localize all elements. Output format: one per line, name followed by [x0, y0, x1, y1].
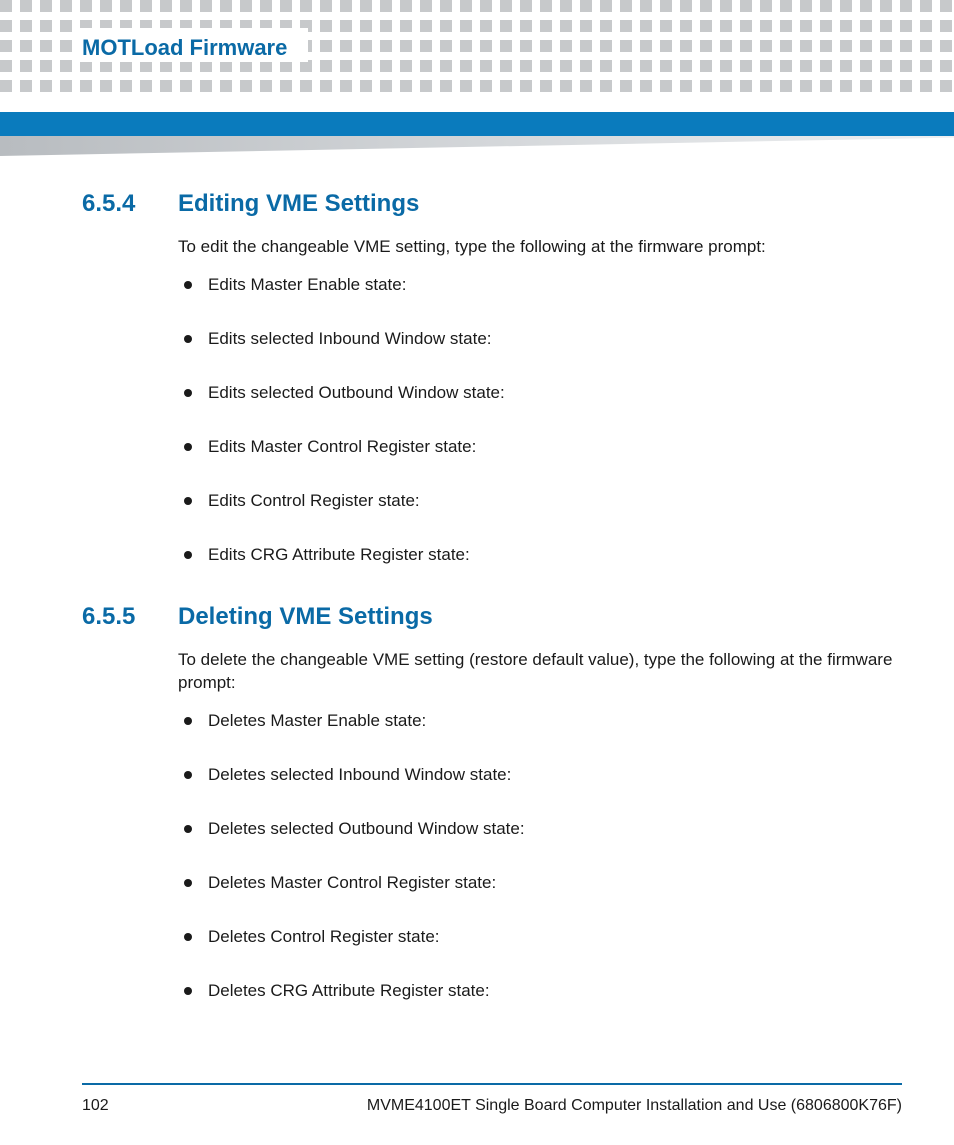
footer-rule	[82, 1083, 902, 1085]
section: 6.5.4Editing VME Settings To edit the cha…	[82, 190, 902, 565]
list-item: Edits selected Inbound Window state:	[178, 329, 902, 349]
section: 6.5.5Deleting VME Settings To delete the …	[82, 603, 902, 1001]
list-item: Edits Master Control Register state:	[178, 437, 902, 457]
list-item: Deletes Master Control Register state:	[178, 873, 902, 893]
section-heading: 6.5.4Editing VME Settings	[82, 190, 902, 218]
bullet-list: Edits Master Enable state: Edits selected…	[178, 275, 902, 565]
header-grey-wedge	[0, 136, 954, 156]
header-blue-bar	[0, 112, 954, 136]
section-intro: To delete the changeable VME setting (re…	[178, 649, 902, 695]
section-number: 6.5.5	[82, 603, 178, 631]
section-intro: To edit the changeable VME setting, type…	[178, 236, 902, 259]
list-item: Edits Master Enable state:	[178, 275, 902, 295]
bullet-list: Deletes Master Enable state: Deletes sele…	[178, 711, 902, 1001]
section-body: To delete the changeable VME setting (re…	[178, 649, 902, 1001]
section-number: 6.5.4	[82, 190, 178, 218]
list-item: Deletes Control Register state:	[178, 927, 902, 947]
list-item: Deletes selected Outbound Window state:	[178, 819, 902, 839]
section-title: Deleting VME Settings	[178, 603, 433, 631]
list-item: Edits Control Register state:	[178, 491, 902, 511]
list-item: Deletes Master Enable state:	[178, 711, 902, 731]
section-title: Editing VME Settings	[178, 190, 419, 218]
chapter-title: MOTLoad Firmware	[82, 35, 293, 61]
list-item: Deletes CRG Attribute Register state:	[178, 981, 902, 1001]
list-item: Edits selected Outbound Window state:	[178, 383, 902, 403]
section-body: To edit the changeable VME setting, type…	[178, 236, 902, 565]
list-item: Edits CRG Attribute Register state:	[178, 545, 902, 565]
page-number: 102	[82, 1097, 109, 1115]
footer-doc-title: MVME4100ET Single Board Computer Install…	[367, 1097, 902, 1115]
page-content: 6.5.4Editing VME Settings To edit the cha…	[82, 190, 902, 1039]
section-heading: 6.5.5Deleting VME Settings	[82, 603, 902, 631]
list-item: Deletes selected Inbound Window state:	[178, 765, 902, 785]
